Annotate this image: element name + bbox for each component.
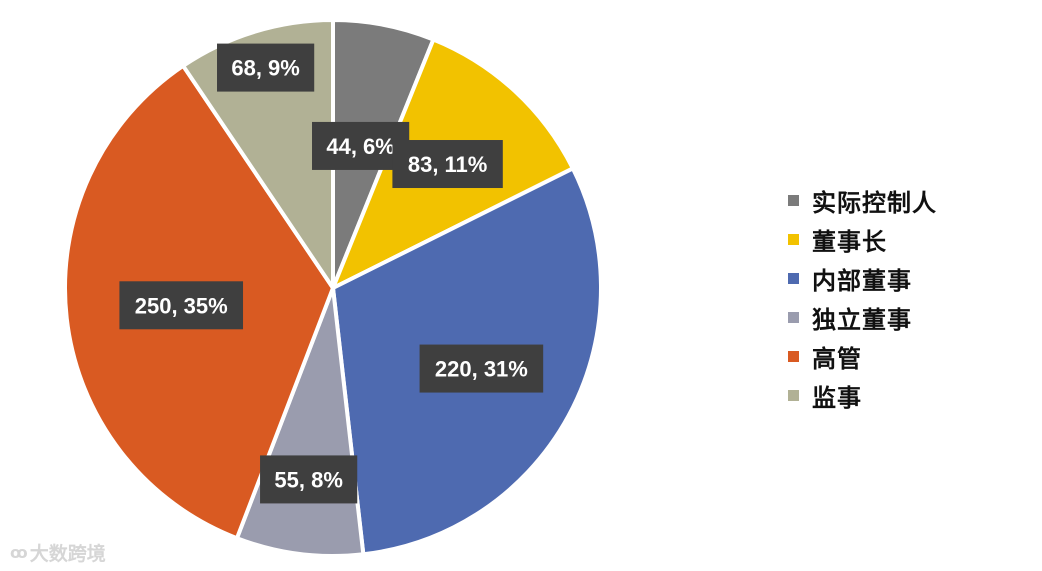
data-label-box xyxy=(419,344,544,393)
legend-label: 实际控制人 xyxy=(812,189,937,217)
watermark: ꝏ 大数跨境 xyxy=(10,539,106,566)
legend-swatch xyxy=(788,195,799,206)
data-label-6: 68, 9% xyxy=(217,43,315,92)
data-label-text: 83, 11% xyxy=(408,152,488,177)
legend-item: 内部董事 xyxy=(788,262,937,295)
data-label-text: 68, 9% xyxy=(231,56,300,81)
legend-swatch xyxy=(788,312,799,323)
data-label-box xyxy=(119,281,244,330)
data-label-box xyxy=(217,43,315,92)
legend-item: 高管 xyxy=(788,340,937,373)
data-label-box xyxy=(392,140,503,189)
data-label-2: 83, 11% xyxy=(392,140,503,189)
legend-swatch xyxy=(788,351,799,362)
legend-label: 高管 xyxy=(812,345,862,373)
legend-swatch xyxy=(788,234,799,245)
legend-swatch xyxy=(788,273,799,284)
data-label-text: 220, 31% xyxy=(435,357,528,382)
watermark-text: 大数跨境 xyxy=(29,543,106,565)
legend-label: 监事 xyxy=(812,384,862,412)
data-label-text: 250, 35% xyxy=(135,293,228,318)
data-label-text: 44, 6% xyxy=(326,134,395,159)
legend-label: 内部董事 xyxy=(812,267,912,295)
data-label-text: 55, 8% xyxy=(274,467,343,492)
data-label-3: 220, 31% xyxy=(419,344,544,393)
legend: 实际控制人董事长内部董事独立董事高管监事 xyxy=(788,184,937,412)
legend-item: 独立董事 xyxy=(788,301,937,334)
data-label-box xyxy=(260,455,358,504)
data-label-4: 55, 8% xyxy=(260,455,358,504)
legend-item: 董事长 xyxy=(788,223,937,256)
watermark-logo: ꝏ xyxy=(10,543,28,562)
legend-swatch xyxy=(788,390,799,401)
legend-label: 独立董事 xyxy=(812,306,912,334)
legend-label: 董事长 xyxy=(812,228,887,256)
legend-item: 监事 xyxy=(788,379,937,412)
legend-item: 实际控制人 xyxy=(788,184,937,217)
data-label-5: 250, 35% xyxy=(119,281,244,330)
